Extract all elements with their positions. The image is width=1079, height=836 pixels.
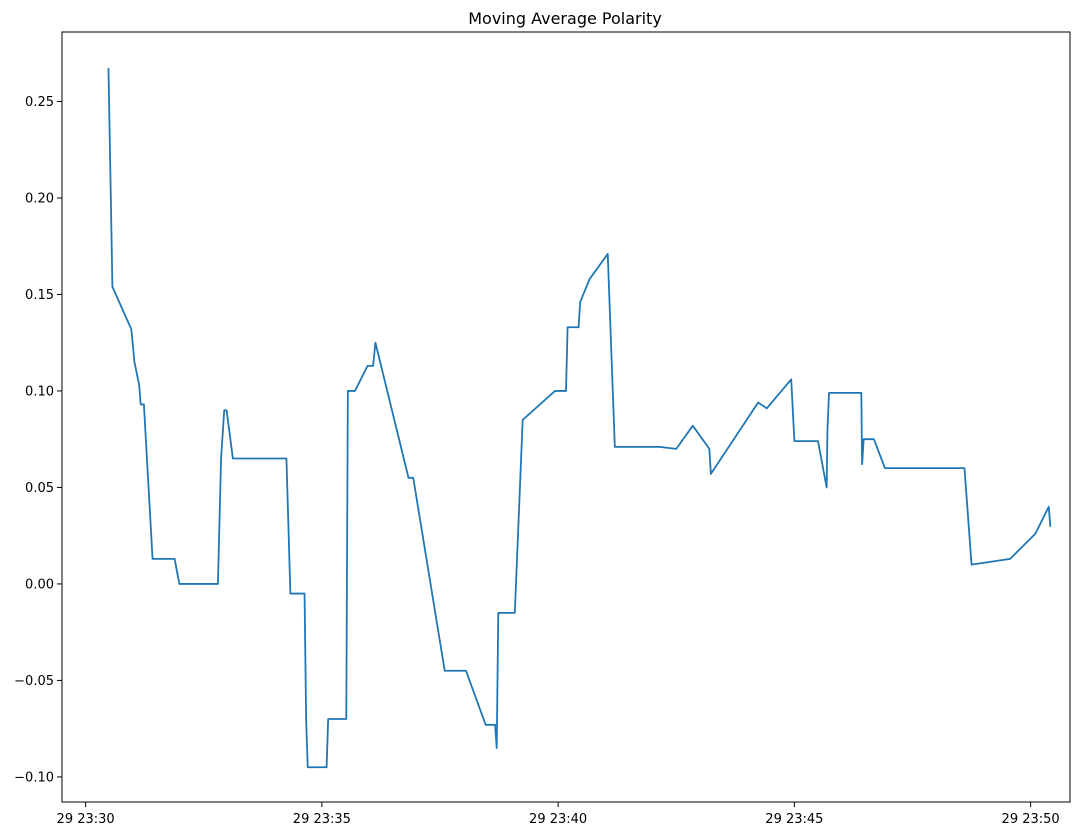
x-tick-label: 29 23:40 (529, 812, 587, 827)
y-tick-label: 0.25 (25, 95, 54, 110)
chart-title: Moving Average Polarity (468, 9, 662, 28)
y-tick-label: 0.15 (25, 288, 54, 303)
series-line (107, 67, 1052, 769)
series-layer (107, 67, 1052, 769)
x-tick-label: 29 23:35 (293, 812, 351, 827)
x-tick-label: 29 23:50 (1002, 812, 1060, 827)
y-tick-label: 0.20 (25, 191, 54, 206)
y-axis: −0.10 −0.05 0.00 0.05 0.10 0.15 0.20 0.25 (14, 95, 62, 785)
y-tick-label: −0.10 (14, 770, 54, 785)
y-tick-label: 0.10 (25, 384, 54, 399)
y-tick-label: −0.05 (14, 674, 54, 689)
y-tick-label: 0.00 (25, 577, 54, 592)
x-tick-label: 29 23:45 (765, 812, 823, 827)
y-tick-label: 0.05 (25, 481, 54, 496)
x-tick-label: 29 23:30 (57, 812, 115, 827)
plot-frame (61, 31, 1071, 803)
x-axis: 29 23:30 29 23:35 29 23:40 29 23:45 29 23:50 (57, 802, 1060, 827)
